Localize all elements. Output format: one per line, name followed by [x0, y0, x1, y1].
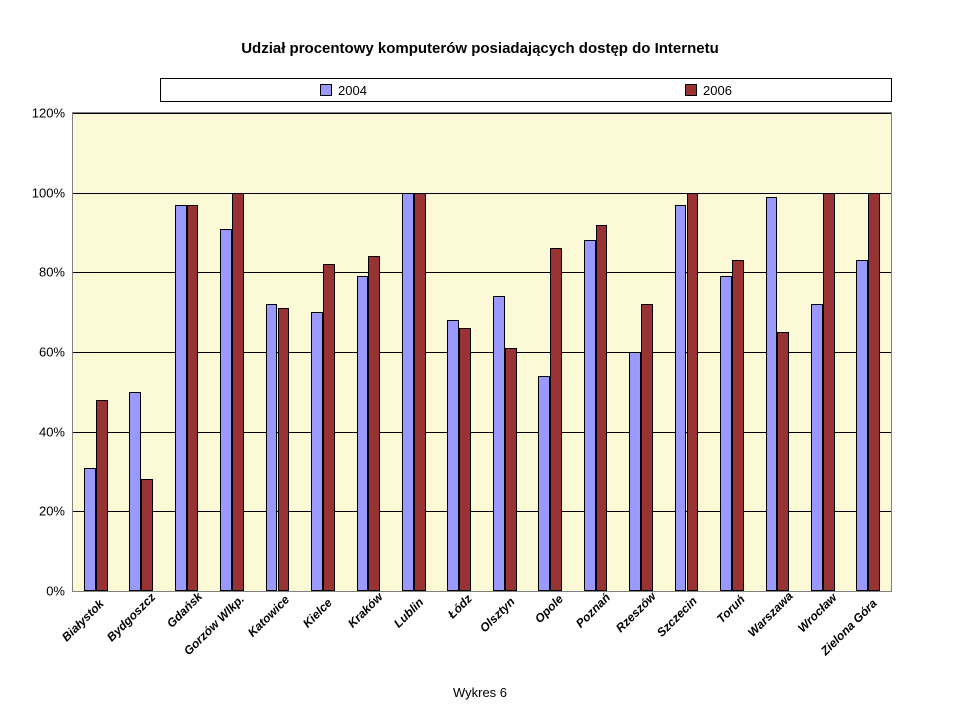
category-label: Toruń	[714, 592, 748, 626]
bar-2004	[720, 276, 732, 591]
bar-2006	[323, 264, 335, 591]
bar-2006	[550, 248, 562, 591]
gridline	[73, 193, 891, 194]
bar-2006	[732, 260, 744, 591]
legend-swatch-2006	[685, 84, 697, 96]
y-axis-label: 120%	[25, 106, 65, 121]
y-axis-label: 60%	[25, 345, 65, 360]
bar-2004	[629, 352, 641, 591]
bar-2004	[766, 197, 778, 591]
category-label: Kielce	[300, 596, 335, 631]
bar-2006	[187, 205, 199, 591]
bar-2004	[220, 229, 232, 591]
bar-2006	[823, 193, 835, 591]
bar-2004	[357, 276, 369, 591]
bar-2006	[868, 193, 880, 591]
bar-2004	[493, 296, 505, 591]
category-label: Białystok	[59, 597, 107, 645]
bar-2006	[368, 256, 380, 591]
category-label: Warszawa	[745, 589, 796, 640]
category-label: Wrocław	[795, 590, 840, 635]
bar-2006	[141, 479, 153, 591]
bar-2004	[811, 304, 823, 591]
category-label: Gdańsk	[164, 589, 205, 630]
bar-2004	[175, 205, 187, 591]
bar-2006	[641, 304, 653, 591]
bar-2004	[84, 468, 96, 591]
legend-swatch-2004	[320, 84, 332, 96]
bar-2004	[311, 312, 323, 591]
bar-2004	[584, 240, 596, 591]
bar-2006	[232, 193, 244, 591]
chart-caption: Wykres 6	[0, 685, 960, 700]
legend-item-2006: 2006	[526, 83, 891, 98]
category-label: Lublin	[391, 595, 426, 630]
bar-2006	[278, 308, 290, 591]
plot-area: 0%20%40%60%80%100%120%BiałystokBydgoszcz…	[72, 112, 892, 592]
bar-2006	[96, 400, 108, 591]
bar-2004	[129, 392, 141, 591]
y-axis-label: 80%	[25, 265, 65, 280]
bar-2006	[596, 225, 608, 591]
category-label: Poznań	[573, 590, 613, 630]
legend-label-2006: 2006	[703, 83, 732, 98]
bar-2004	[266, 304, 278, 591]
bar-2006	[687, 193, 699, 591]
y-axis-label: 20%	[25, 504, 65, 519]
bar-2006	[505, 348, 517, 591]
y-axis-label: 100%	[25, 185, 65, 200]
y-axis-label: 0%	[25, 584, 65, 599]
category-label: Łódz	[445, 592, 475, 622]
chart-title: Udział procentowy komputerów posiadający…	[0, 40, 960, 57]
bar-2006	[459, 328, 471, 591]
category-label: Rzeszów	[613, 589, 659, 635]
category-label: Bydgoszcz	[104, 590, 158, 644]
bar-2004	[675, 205, 687, 591]
bar-2004	[538, 376, 550, 591]
bar-2004	[856, 260, 868, 591]
legend-label-2004: 2004	[338, 83, 367, 98]
category-label: Olsztyn	[477, 595, 518, 636]
category-label: Kraków	[345, 590, 386, 631]
bar-2004	[402, 193, 414, 591]
category-label: Katowice	[245, 593, 292, 640]
bar-2006	[777, 332, 789, 591]
legend-item-2004: 2004	[161, 83, 526, 98]
bar-2006	[414, 193, 426, 591]
chart-container: Udział procentowy komputerów posiadający…	[0, 0, 960, 716]
bar-2004	[447, 320, 459, 591]
category-label: Opole	[532, 592, 566, 626]
legend: 2004 2006	[160, 78, 892, 102]
gridline	[73, 113, 891, 114]
category-label: Szczecin	[654, 594, 700, 640]
y-axis-label: 40%	[25, 424, 65, 439]
